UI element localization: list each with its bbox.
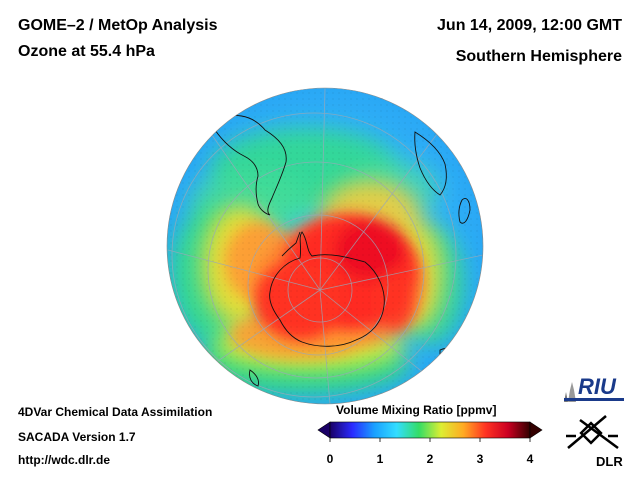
colorbar-tick-label: 4 — [526, 452, 534, 466]
graticule — [167, 88, 483, 404]
footer-line3: http://wdc.dlr.de — [18, 453, 110, 467]
dlr-logo-text: DLR — [596, 454, 623, 469]
date-label: Jun 14, 2009, 12:00 GMT — [437, 17, 622, 34]
colorbar-tick-label: 0 — [326, 452, 334, 466]
region-label: Southern Hemisphere — [455, 48, 622, 65]
colorbar-label: Volume Mixing Ratio [ppmv] — [336, 403, 497, 417]
colorbar-tick-label: 2 — [426, 452, 434, 466]
colorbar-left-arrow — [317, 421, 331, 439]
title-line2: Ozone at 55.4 hPa — [18, 43, 155, 60]
colorbar — [317, 421, 543, 442]
colorbar-tick-label: 1 — [376, 452, 384, 466]
colorbar-gradient — [329, 421, 531, 439]
colorbar-right-arrow — [529, 421, 543, 439]
dlr-logo: DLR — [566, 415, 623, 469]
riu-logo-text: RIU — [578, 374, 617, 399]
globe-fill — [167, 88, 483, 404]
footer-line2: SACADA Version 1.7 — [18, 430, 136, 444]
riu-logo: RIU — [564, 374, 624, 402]
footer-line1: 4DVar Chemical Data Assimilation — [18, 405, 213, 419]
colorbar-tick-label: 3 — [476, 452, 484, 466]
title-line1: GOME–2 / MetOp Analysis — [18, 17, 218, 34]
